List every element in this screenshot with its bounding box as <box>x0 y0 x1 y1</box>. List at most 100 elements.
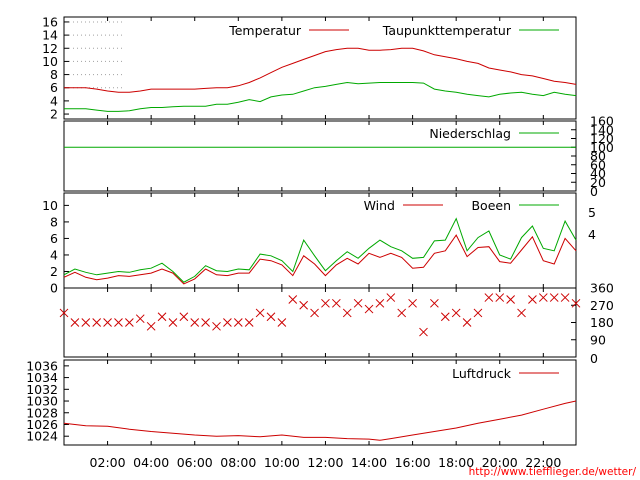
x-tick-label: 20:00 <box>482 455 518 470</box>
legend-label-luftdruck: Luftdruck <box>452 366 512 381</box>
y-tick-label-wind: 0 <box>50 281 58 296</box>
direction-marker <box>549 293 559 302</box>
x-tick-label: 14:00 <box>351 455 387 470</box>
y-tick-label-temp: 10 <box>42 54 58 69</box>
direction-marker <box>70 318 80 327</box>
y-tick-label-pressure: 1030 <box>26 394 58 409</box>
direction-marker <box>419 327 428 337</box>
y-tick-label-precip: 120 <box>590 131 614 146</box>
y-tick-label-wind: 10 <box>42 198 58 213</box>
source-link[interactable]: http://www.tiefflieger.de/wetter/ <box>469 466 637 478</box>
direction-marker <box>255 308 265 318</box>
direction-marker <box>331 298 341 308</box>
y-tick-label-pressure: 1032 <box>26 382 58 397</box>
direction-marker <box>244 318 254 327</box>
y-tick-label-temp: 14 <box>42 28 58 43</box>
direction-marker <box>560 293 570 302</box>
y-tick-label-precip: 140 <box>590 122 614 137</box>
tick-labels: 02:00 04:00 06:00 08:00 10:00 12:00 14:00 16:00… <box>26 14 614 470</box>
direction-marker <box>538 293 548 302</box>
y-tick-label-precip: 40 <box>590 166 606 181</box>
series-line-wind <box>63 234 577 285</box>
wind-direction-markers <box>59 293 581 337</box>
direction-marker <box>125 318 134 327</box>
direction-marker <box>528 295 537 304</box>
direction-marker <box>223 318 232 327</box>
y-tick-label-temp: 4 <box>50 93 58 108</box>
direction-marker <box>462 318 472 327</box>
y-tick-label-wind: 4 <box>50 247 58 262</box>
y-tick-label-direction: 270 <box>590 298 614 313</box>
direction-marker <box>473 308 483 318</box>
direction-marker <box>146 321 156 331</box>
y-tick-label-pressure: 1024 <box>26 429 58 444</box>
y-tick-label-temp: 6 <box>50 80 58 95</box>
direction-marker <box>571 298 581 308</box>
series-line-luftdruck <box>63 400 577 441</box>
direction-marker <box>440 312 450 322</box>
y-tick-label-temp: 16 <box>42 14 58 29</box>
direction-marker <box>484 293 494 302</box>
direction-marker <box>103 318 112 327</box>
y-tick-label-temp: 2 <box>50 107 58 122</box>
y-tick-label-wind: 8 <box>50 214 58 229</box>
direction-marker <box>342 308 352 318</box>
direction-marker <box>92 318 102 327</box>
x-tick-label: 10:00 <box>264 455 300 470</box>
y-tick-label-wind: 2 <box>50 264 58 279</box>
direction-marker <box>495 293 505 302</box>
legend-label-temperatur: Temperatur <box>228 23 302 38</box>
direction-marker <box>135 314 145 324</box>
direction-marker <box>233 318 243 327</box>
direction-marker <box>299 300 309 310</box>
direction-marker <box>81 318 91 327</box>
direction-marker <box>506 295 515 304</box>
direction-marker <box>375 298 385 308</box>
legends: Temperatur Taupunkttemperatur Niederschlag… <box>228 23 559 381</box>
y-tick-label-direction: 180 <box>590 315 614 330</box>
direction-marker <box>179 312 189 322</box>
direction-marker <box>451 308 461 318</box>
direction-marker <box>321 298 330 308</box>
x-tick-label: 22:00 <box>525 455 561 470</box>
x-tick-label: 12:00 <box>307 455 343 470</box>
direction-marker <box>190 318 200 327</box>
y-tick-label-precip: 0 <box>590 184 598 199</box>
direction-marker <box>59 308 69 318</box>
x-tick-label: 02:00 <box>90 455 126 470</box>
y-tick-label-pressure: 1026 <box>26 417 58 432</box>
y-tick-label-direction: 0 <box>590 351 598 366</box>
direction-marker <box>364 304 374 314</box>
direction-marker <box>277 318 287 327</box>
direction-marker <box>353 298 363 308</box>
y-tick-label-temp: 8 <box>50 67 58 82</box>
y-tick-label-precip: 60 <box>590 157 606 172</box>
y-tick-label-wind: 6 <box>50 231 58 246</box>
y-tick-label-precip: 80 <box>590 149 606 164</box>
x-tick-label: 16:00 <box>395 455 431 470</box>
legend-label-niederschlag: Niederschlag <box>429 126 511 141</box>
direction-marker <box>201 318 210 327</box>
direction-marker <box>114 318 123 327</box>
direction-marker <box>517 308 526 318</box>
direction-marker <box>408 298 417 308</box>
panel-frame-5 <box>63 359 577 446</box>
series-lines <box>63 47 577 441</box>
direction-marker <box>430 298 439 308</box>
series-line-taupunkttemperatur <box>64 81 577 112</box>
direction-marker <box>157 312 167 322</box>
y-tick-label-precip: 100 <box>590 140 614 155</box>
panel-frame-1 <box>63 16 577 120</box>
direction-marker <box>310 308 319 318</box>
y-tick-label-precip: 20 <box>590 175 606 190</box>
y-tick-label-direction: 360 <box>590 281 614 296</box>
right-tick-label-wind: 4 <box>588 227 596 242</box>
direction-marker <box>266 312 276 322</box>
series-line-boeen <box>63 217 577 283</box>
y-tick-label-pressure: 1028 <box>26 405 58 420</box>
direction-marker <box>288 295 298 304</box>
direction-marker <box>386 293 396 302</box>
direction-marker <box>168 318 178 327</box>
